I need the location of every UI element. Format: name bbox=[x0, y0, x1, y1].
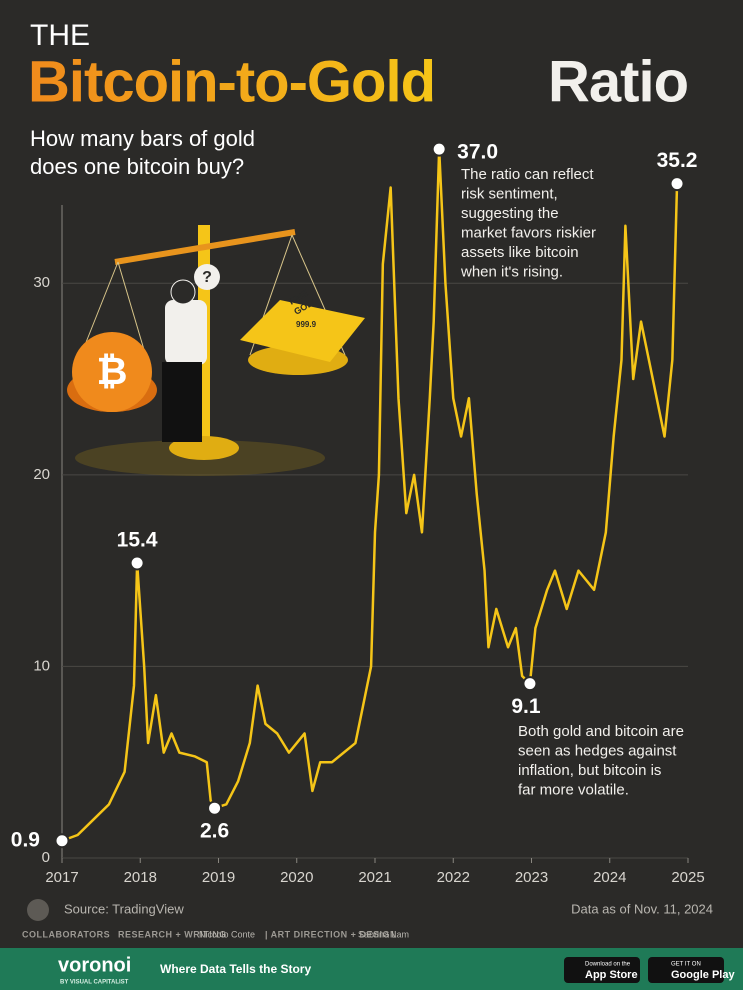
x-tick-label: 2020 bbox=[280, 869, 313, 886]
subtitle-line: How many bars of gold bbox=[30, 126, 255, 151]
y-tick-label: 10 bbox=[33, 657, 50, 674]
note-line: suggesting the bbox=[461, 205, 559, 222]
store-text[interactable]: App Store bbox=[585, 969, 638, 981]
title-suffix: Ratio bbox=[548, 49, 688, 114]
annotation-dot bbox=[669, 176, 685, 192]
note-line: seen as hedges against bbox=[518, 742, 677, 759]
annotation-dot bbox=[431, 141, 447, 157]
credit-role: RESEARCH + WRITING bbox=[118, 929, 227, 939]
x-tick-label: 2023 bbox=[515, 869, 548, 886]
annotation-dot bbox=[522, 676, 538, 692]
x-tick-label: 2021 bbox=[358, 869, 391, 886]
illustration: ₿ FINE GOLD 999.9 ? bbox=[67, 225, 365, 476]
store-text[interactable]: Download on the bbox=[585, 962, 631, 968]
credit-name: Niccolo Conte bbox=[199, 929, 255, 939]
note-line: market favors riskier bbox=[461, 224, 596, 241]
gold-text: 999.9 bbox=[296, 320, 317, 329]
question-mark: ? bbox=[202, 269, 212, 286]
source: Source: TradingView bbox=[64, 901, 184, 916]
x-tick-label: 2025 bbox=[671, 869, 704, 886]
credit-name: Sabrina Lam bbox=[358, 929, 409, 939]
x-tick-label: 2019 bbox=[202, 869, 235, 886]
x-tick-label: 2024 bbox=[593, 869, 626, 886]
brand-sub: BY VISUAL CAPITALIST bbox=[60, 980, 129, 986]
annotation-label: 35.2 bbox=[657, 149, 698, 172]
annotation-label: 0.9 bbox=[11, 828, 40, 851]
annotation-label: 15.4 bbox=[117, 529, 158, 552]
store-button[interactable] bbox=[648, 957, 724, 983]
gold-bar bbox=[240, 300, 365, 362]
annotation-label: 9.1 bbox=[511, 695, 541, 718]
note-line: risk sentiment, bbox=[461, 185, 558, 202]
note-line: when it's rising. bbox=[460, 263, 563, 280]
person-shirt bbox=[165, 300, 207, 365]
person-legs bbox=[162, 362, 202, 442]
footer: Source: TradingView Data as of Nov. 11, … bbox=[0, 899, 743, 990]
subtitle-line: does one bitcoin buy? bbox=[30, 154, 244, 179]
x-tick-label: 2018 bbox=[124, 869, 157, 886]
bitcoin-coin bbox=[72, 332, 152, 412]
store-button[interactable] bbox=[564, 957, 640, 983]
y-tick-label: 30 bbox=[33, 274, 50, 291]
note-line: The ratio can reflect bbox=[461, 166, 594, 183]
y-tick-label: 0 bbox=[42, 849, 50, 866]
title-highlight: Bitcoin-to-Gold bbox=[28, 49, 435, 114]
scale-beam bbox=[114, 229, 296, 265]
title-prefix: THE bbox=[30, 19, 90, 52]
source-icon bbox=[27, 899, 49, 921]
person-head bbox=[170, 279, 196, 305]
x-tick-label: 2022 bbox=[437, 869, 470, 886]
annotation-dot bbox=[54, 833, 70, 849]
annotation-dot bbox=[207, 800, 223, 816]
store-text[interactable]: GET IT ON bbox=[671, 962, 701, 968]
credit-role: | ART DIRECTION + DESIGN bbox=[265, 929, 397, 939]
note-line: far more volatile. bbox=[518, 781, 629, 798]
thought-bubble bbox=[194, 264, 220, 290]
data-line bbox=[61, 147, 679, 842]
y-tick-label: 20 bbox=[33, 466, 50, 483]
store-text[interactable]: Google Play bbox=[671, 969, 735, 981]
annotation-dot bbox=[129, 555, 145, 571]
data-date: Data as of Nov. 11, 2024 bbox=[571, 901, 713, 916]
bitcoin-symbol: ₿ bbox=[97, 351, 128, 393]
note-line: inflation, but bitcoin is bbox=[518, 762, 661, 779]
credit-heading: COLLABORATORS bbox=[22, 929, 110, 939]
brand-logo: voronoi bbox=[58, 954, 131, 976]
x-tick-label: 2017 bbox=[45, 869, 78, 886]
annotation-label: 37.0 bbox=[457, 141, 498, 164]
annotation-label: 2.6 bbox=[200, 820, 229, 843]
note-line: Both gold and bitcoin are bbox=[518, 723, 684, 740]
tagline: Where Data Tells the Story bbox=[160, 962, 311, 976]
note-line: assets like bitcoin bbox=[461, 244, 579, 261]
